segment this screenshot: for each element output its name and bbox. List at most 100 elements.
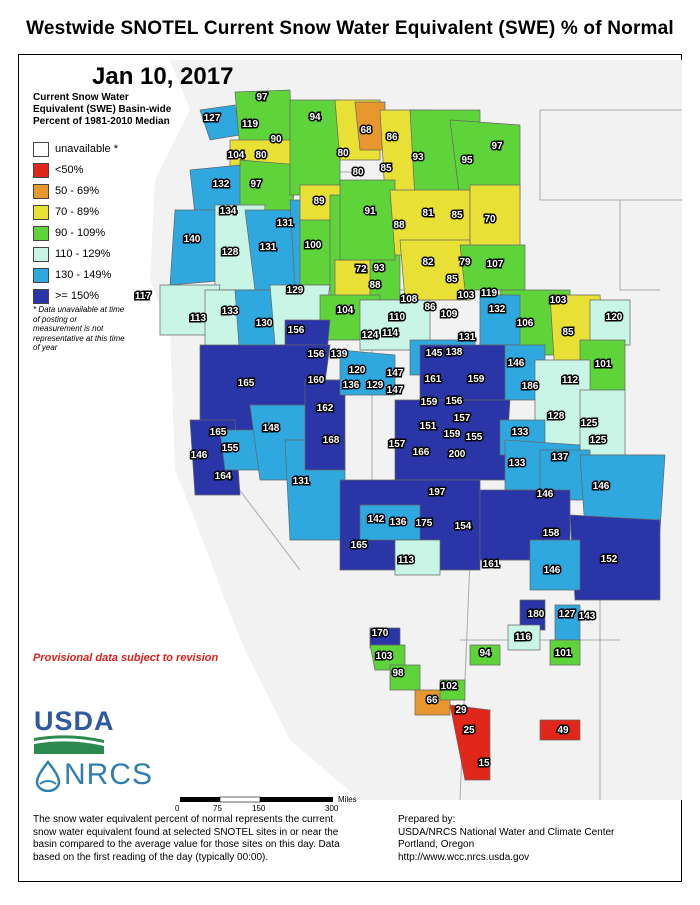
- basin-value-label: 85: [446, 274, 458, 285]
- legend-item-50-69: 50 - 69%: [33, 183, 99, 199]
- basin-patch-nv-north: [304, 379, 346, 471]
- footer-prepared-by: Prepared by:: [398, 814, 456, 825]
- basin-value-label: 88: [393, 220, 405, 231]
- basin-value-label: 136: [343, 380, 360, 391]
- footer-location: Portland, Oregon: [398, 839, 475, 850]
- basin-value-label: 146: [544, 565, 561, 576]
- basin-value-label: 119: [481, 288, 498, 299]
- basin-value-label: 160: [308, 375, 325, 386]
- basin-value-label: 165: [238, 378, 255, 389]
- basin-value-label: 159: [444, 429, 461, 440]
- legend-item-unavailable: unavailable *: [33, 141, 118, 157]
- basin-value-label: 159: [468, 374, 485, 385]
- basin-value-label: 94: [479, 648, 491, 659]
- legend-label: 70 - 89%: [55, 206, 100, 218]
- basin-value-label: 131: [293, 476, 310, 487]
- basin-value-label: 91: [364, 206, 376, 217]
- basin-value-label: 127: [559, 609, 576, 620]
- basin-patch-wy-tongue: [589, 299, 631, 346]
- basin-value-label: 138: [446, 347, 463, 358]
- basin-value-label: 156: [446, 396, 463, 407]
- legend-item-90-109: 90 - 109%: [33, 225, 105, 241]
- basin-value-label: 117: [135, 291, 152, 302]
- basin-value-label: 200: [449, 449, 466, 460]
- basin-value-label: 107: [487, 259, 504, 270]
- legend-title: Current Snow Water Equivalent (SWE) Basi…: [33, 92, 172, 127]
- basin-value-label: 164: [215, 471, 232, 482]
- basin-patch-or-lakes: [204, 289, 241, 351]
- legend-item-under-50: <50%: [33, 162, 83, 178]
- map-date: Jan 10, 2017: [92, 63, 234, 90]
- basin-value-label: 136: [390, 517, 407, 528]
- basin-value-label: 128: [222, 247, 239, 258]
- basin-value-label: 132: [489, 304, 506, 315]
- basin-value-label: 97: [491, 141, 503, 152]
- footer-description: The snow water equivalent percent of nor…: [33, 814, 340, 863]
- basin-value-label: 103: [550, 295, 567, 306]
- map-title: Westwide SNOTEL Current Snow Water Equiv…: [26, 18, 674, 39]
- basin-value-label: 86: [386, 132, 398, 143]
- basin-value-label: 102: [441, 681, 458, 692]
- legend-label: 130 - 149%: [55, 269, 112, 281]
- basin-value-label: 85: [380, 163, 392, 174]
- basin-value-label: 145: [426, 348, 443, 359]
- basin-value-label: 100: [305, 240, 322, 251]
- legend-note: * Data unavailable at time of posting or…: [33, 305, 128, 353]
- legend-item-70-89: 70 - 89%: [33, 204, 99, 220]
- basin-value-label: 80: [352, 167, 364, 178]
- basin-value-label: 161: [483, 559, 500, 570]
- basin-value-label: 125: [581, 418, 598, 429]
- basin-patch-nv-ruby: [339, 349, 396, 396]
- basin-value-label: 142: [368, 514, 385, 525]
- basin-value-label: 157: [454, 413, 471, 424]
- basin-value-label: 166: [413, 447, 430, 458]
- basin-value-label: 143: [579, 611, 596, 622]
- basin-value-label: 147: [387, 385, 404, 396]
- basin-value-label: 127: [204, 113, 221, 124]
- usda-logo: USDA: [34, 706, 115, 736]
- basin-value-label: 134: [220, 206, 237, 217]
- basin-value-label: 112: [562, 375, 579, 386]
- legend-label: 110 - 129%: [55, 248, 111, 260]
- legend-swatch: [33, 183, 49, 199]
- basin-value-label: 158: [543, 528, 560, 539]
- usda-logo-bars-icon: [34, 735, 104, 754]
- basin-value-label: 101: [595, 359, 612, 370]
- basin-patch-az-san-francisco: [439, 679, 466, 701]
- basin-value-label: 146: [508, 358, 525, 369]
- basin-value-label: 133: [512, 427, 529, 438]
- basin-patch-nm-zuni: [469, 644, 501, 666]
- basin-patches: [159, 89, 666, 781]
- basin-value-label: 104: [337, 305, 354, 316]
- basin-value-label: 140: [184, 234, 201, 245]
- basin-value-label: 15: [478, 758, 490, 769]
- basin-value-label: 146: [191, 450, 208, 461]
- basin-value-label: 133: [509, 458, 526, 469]
- basin-value-label: 89: [313, 196, 325, 207]
- basin-value-label: 82: [422, 257, 434, 268]
- basin-patch-wy-wind: [479, 294, 521, 346]
- scale-tick-150: 150: [252, 804, 266, 813]
- legend-swatch: [33, 162, 49, 178]
- basin-value-label: 108: [401, 294, 418, 305]
- basin-value-label: 29: [455, 705, 467, 716]
- basin-value-label: 154: [455, 521, 472, 532]
- basin-value-label: 120: [349, 365, 366, 376]
- basin-value-label: 147: [387, 368, 404, 379]
- basin-value-label: 93: [373, 263, 385, 274]
- basin-value-label: 88: [369, 280, 381, 291]
- basin-value-label: 113: [398, 555, 415, 566]
- legend-swatch: [33, 204, 49, 220]
- basin-value-label: 104: [228, 150, 245, 161]
- basin-value-label: 180: [528, 609, 545, 620]
- footer-url[interactable]: http://www.wcc.nrcs.usda.gov: [398, 851, 530, 863]
- basin-patch-nm-mimbres: [539, 719, 581, 741]
- legend-item-150-plus: >= 150%: [33, 288, 99, 304]
- basin-value-label: 159: [421, 397, 438, 408]
- basin-value-label: 197: [429, 487, 446, 498]
- basin-value-label: 133: [222, 306, 239, 317]
- basin-value-label: 156: [288, 325, 305, 336]
- legend-swatch: [33, 267, 49, 283]
- basin-patch-nm-rio-chama: [507, 624, 541, 651]
- basin-patch-ut-beaver: [394, 539, 441, 576]
